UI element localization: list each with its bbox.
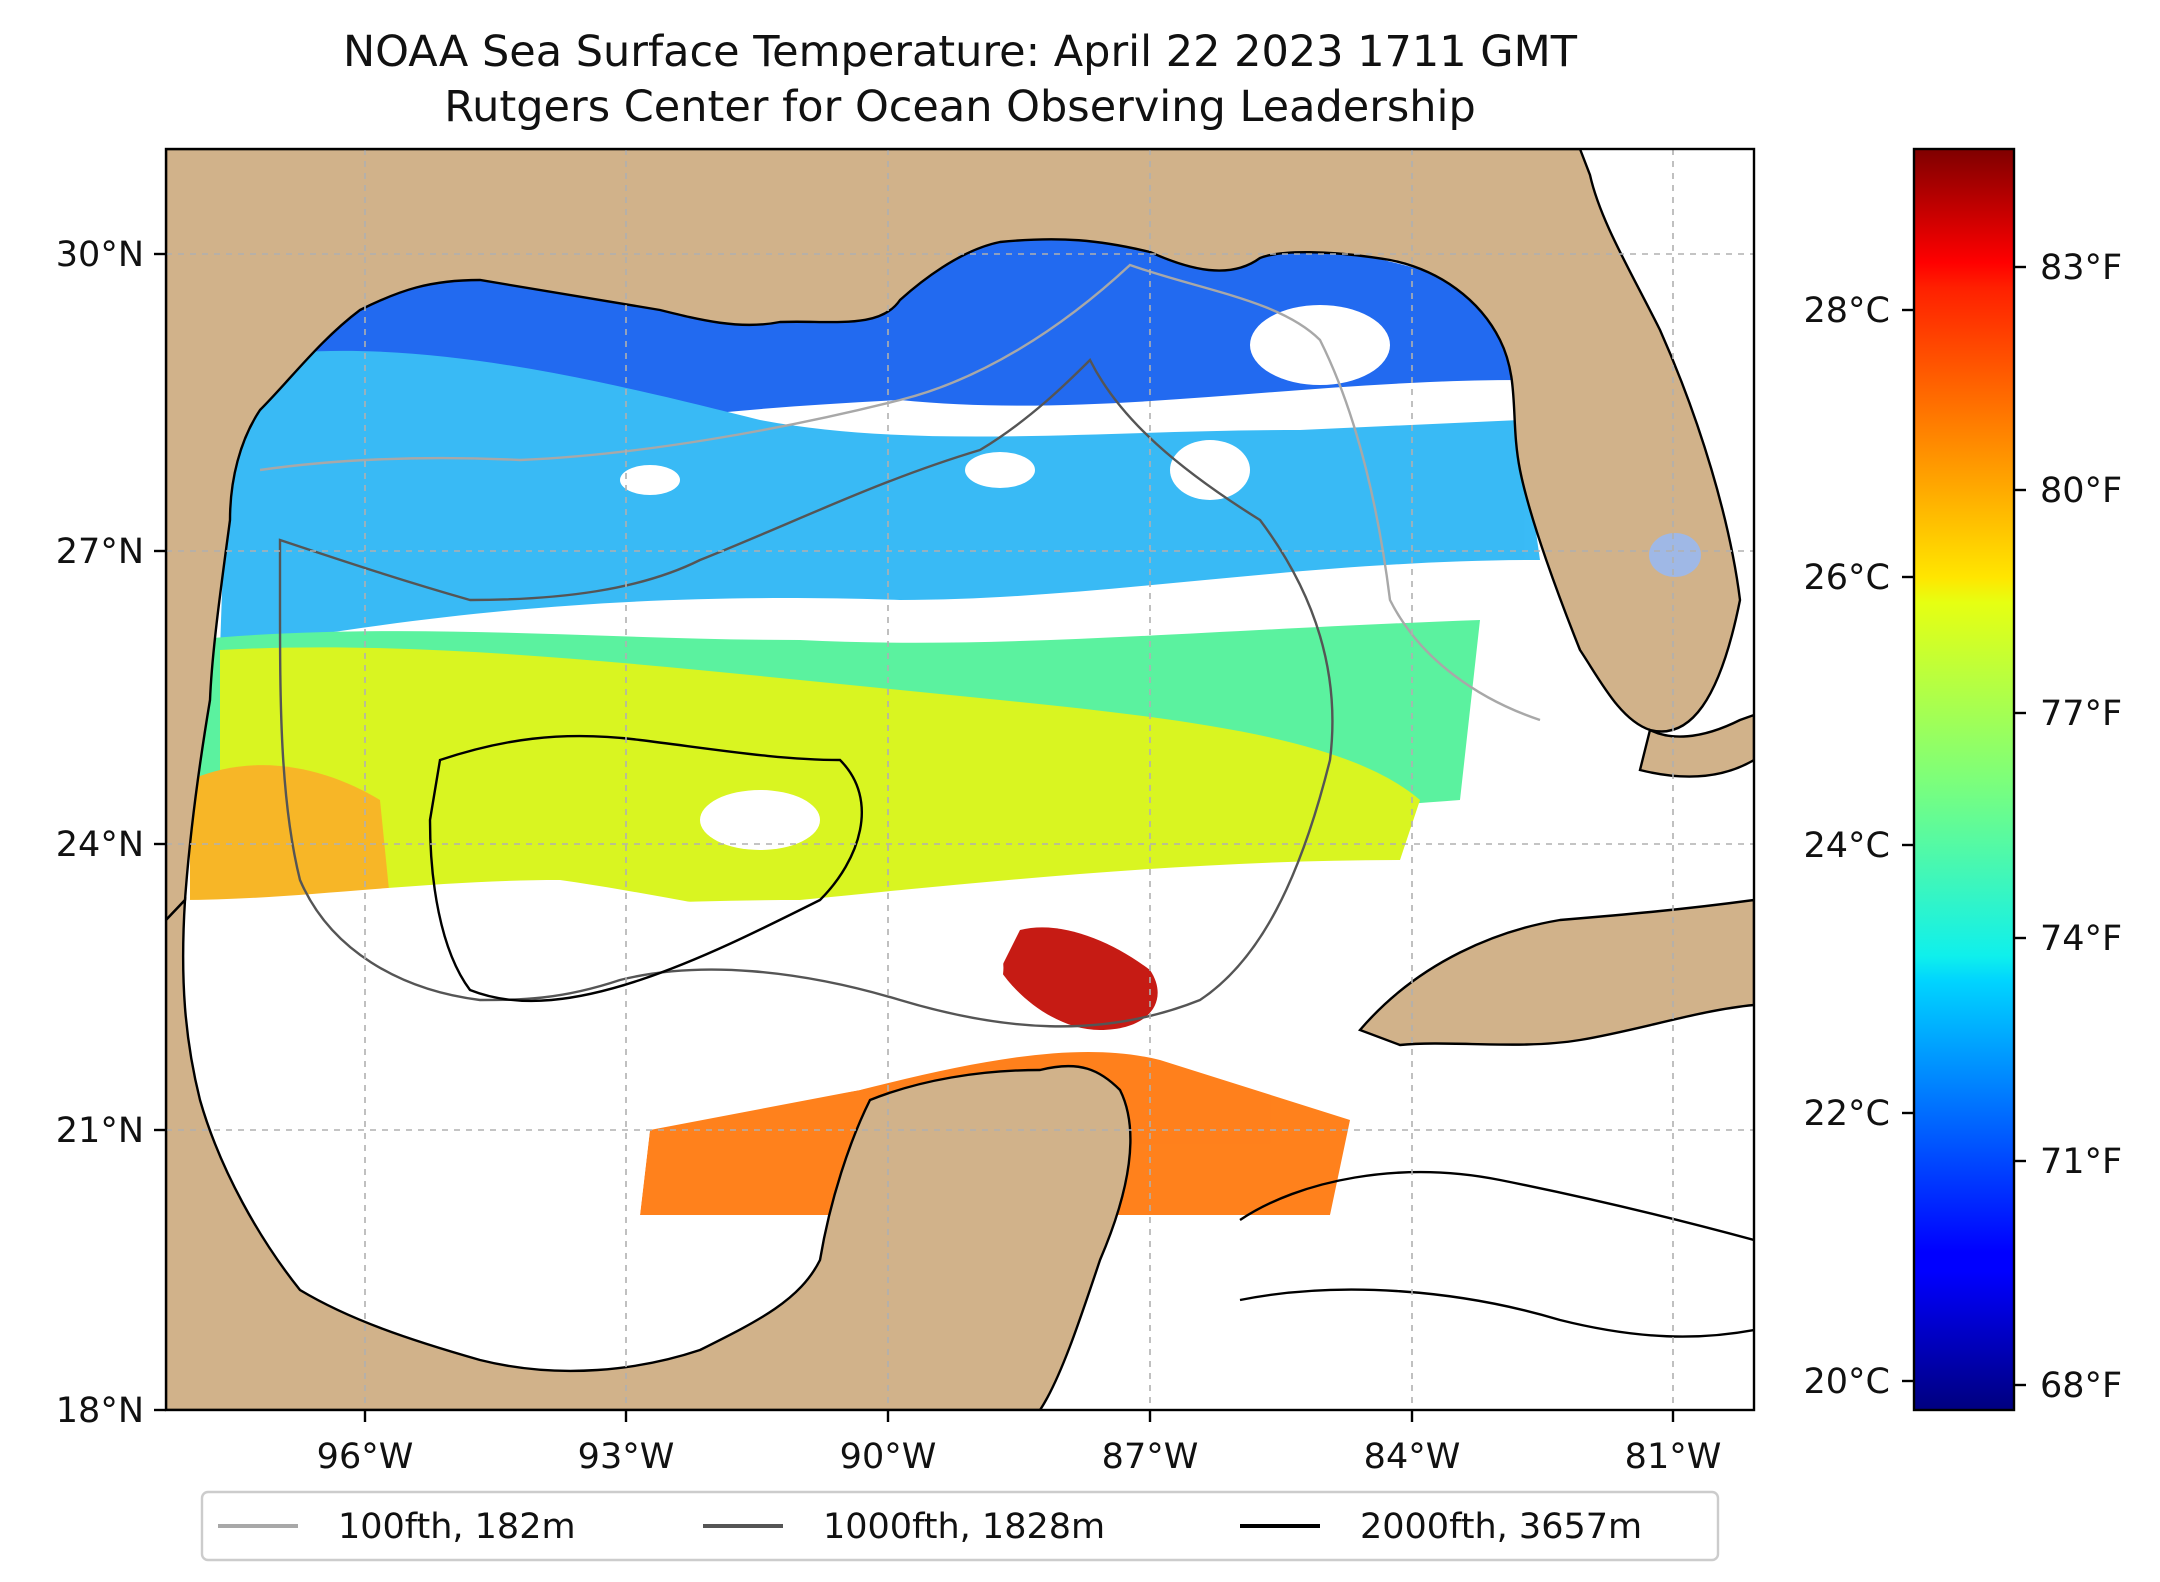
land-florida-keys-shape (1638, 713, 1754, 778)
cloud-patch-3 (965, 452, 1035, 488)
lat-tick-label: 27°N (56, 532, 144, 572)
sst-band-northwest-cyan (220, 350, 1540, 650)
lat-tick-label: 21°N (56, 1111, 144, 1151)
contour-1000fth (278, 357, 1334, 1028)
colorbar: 20°C 22°C 24°C 26°C 28°C 68°F 71°F 74°F … (1804, 147, 2122, 1412)
fahrenheit-ticks: 68°F 71°F 74°F 77°F 80°F 83°F (2014, 248, 2122, 1406)
lat-tick-label: 30°N (56, 235, 144, 275)
lon-tick-label: 90°W (840, 1437, 937, 1477)
legend-box (200, 1490, 1720, 1562)
land-cuba (1357, 898, 1754, 1047)
celsius-ticks: 20°C 22°C 24°C 26°C 28°C (1804, 291, 1914, 1402)
contour-2000fth (428, 734, 863, 1003)
lat-tick-label: 24°N (56, 825, 144, 865)
map-frame (164, 147, 1756, 1412)
legend-entry: 2000fth, 3657m (1240, 1507, 1642, 1547)
legend-entry: 1000fth, 1828m (703, 1507, 1105, 1547)
cloud-patch-1 (1170, 440, 1250, 500)
land-mexico-west (166, 896, 1132, 1410)
cloud-patch-4 (620, 465, 680, 495)
celsius-tick-label: 28°C (1804, 291, 1890, 331)
contour-100fth (259, 263, 1541, 722)
fahrenheit-tick-label: 77°F (2040, 694, 2122, 734)
gridlines (166, 149, 1754, 1410)
lon-tick-label: 84°W (1364, 1437, 1461, 1477)
fahrenheit-tick-label: 71°F (2040, 1142, 2122, 1182)
bathymetry-contours (259, 263, 1754, 1338)
contour-caribbean (1239, 1171, 1754, 1338)
celsius-tick-label: 26°C (1804, 558, 1890, 598)
lon-tick-label: 81°W (1625, 1437, 1722, 1477)
cloud-south-west (180, 880, 1004, 1215)
lat-axis: 18°N 21°N 24°N 27°N 30°N (56, 235, 166, 1431)
celsius-tick-label: 24°C (1804, 826, 1890, 866)
map-panel: 18°N 21°N 24°N 27°N 30°N 96°W 93°W 90°W … (56, 147, 1756, 1477)
lake-okeechobee (1649, 533, 1701, 577)
fahrenheit-tick-label: 83°F (2040, 248, 2122, 288)
sst-band-orange-west (190, 765, 390, 915)
cloud-patch-2 (1250, 305, 1390, 385)
lon-tick-label: 93°W (578, 1437, 675, 1477)
legend-label: 1000fth, 1828m (823, 1507, 1105, 1547)
sst-band-hot-loop (1000, 927, 1158, 1030)
colorbar-gradient (1912, 147, 2016, 1412)
legend: 100fth, 182m 1000fth, 1828m 2000fth, 365… (200, 1490, 1720, 1562)
title-line-1: NOAA Sea Surface Temperature: April 22 2… (343, 27, 1578, 77)
land (166, 149, 1754, 1410)
title-line-2: Rutgers Center for Ocean Observing Leade… (444, 82, 1476, 132)
celsius-tick-label: 20°C (1804, 1362, 1890, 1402)
celsius-tick-label: 22°C (1804, 1094, 1890, 1134)
legend-label: 100fth, 182m (338, 1507, 576, 1547)
legend-label: 2000fth, 3657m (1360, 1507, 1642, 1547)
lon-tick-label: 96°W (317, 1437, 414, 1477)
fahrenheit-tick-label: 68°F (2040, 1366, 2122, 1406)
fahrenheit-tick-label: 80°F (2040, 471, 2122, 511)
fahrenheit-tick-label: 74°F (2040, 919, 2122, 959)
lon-axis: 96°W 93°W 90°W 87°W 84°W 81°W (317, 1410, 1722, 1477)
lon-tick-label: 87°W (1102, 1437, 1199, 1477)
land-usa-gulf-coast (166, 149, 1742, 922)
lat-tick-label: 18°N (56, 1391, 144, 1431)
cloud-patch-5 (700, 790, 820, 850)
legend-entry: 100fth, 182m (218, 1507, 576, 1547)
